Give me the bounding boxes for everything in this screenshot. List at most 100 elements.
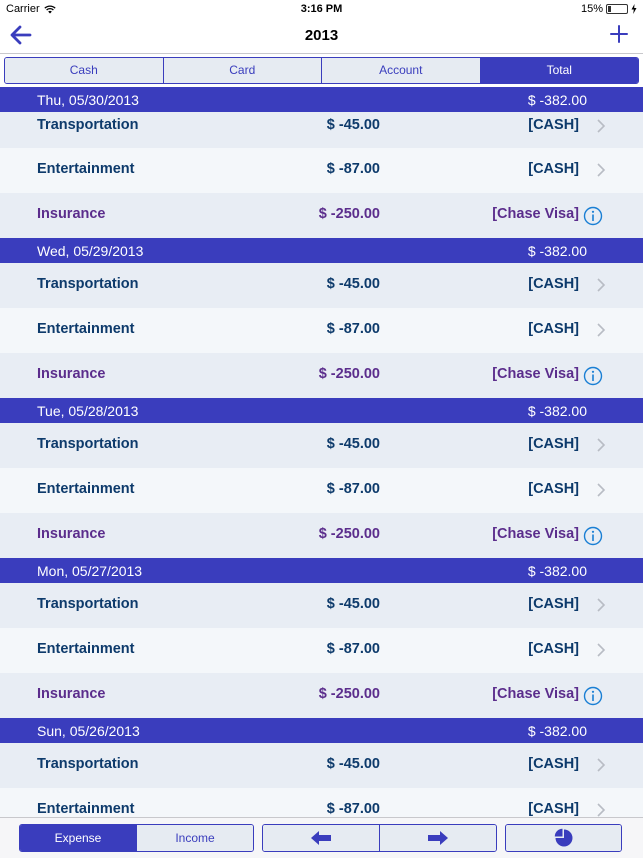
transaction-category: Transportation	[37, 596, 139, 612]
plus-icon[interactable]	[609, 24, 629, 44]
chevron-right-icon	[597, 758, 606, 772]
transaction-row[interactable]: Entertainment $ -87.00 [CASH]	[0, 148, 643, 193]
transaction-row[interactable]: Entertainment $ -87.00 [CASH]	[0, 308, 643, 353]
transaction-category: Insurance	[37, 366, 106, 382]
transaction-account: [CASH]	[528, 276, 579, 292]
chart-button[interactable]	[506, 825, 621, 851]
transaction-account: [CASH]	[528, 596, 579, 612]
type-toggle: Expense Income	[19, 824, 254, 852]
transaction-row[interactable]: Entertainment $ -87.00 [CASH]	[0, 468, 643, 513]
transaction-amount: $ -45.00	[326, 756, 380, 772]
transaction-amount: $ -87.00	[326, 801, 380, 817]
income-button[interactable]: Income	[137, 825, 253, 851]
info-icon[interactable]	[583, 686, 603, 706]
day-header: Wed, 05/29/2013 $ -382.00	[0, 238, 643, 263]
chevron-right-icon	[597, 598, 606, 612]
day-header: Mon, 05/27/2013 $ -382.00	[0, 558, 643, 583]
transaction-account: [Chase Visa]	[492, 686, 579, 702]
info-icon[interactable]	[583, 366, 603, 386]
transaction-account: [CASH]	[528, 481, 579, 497]
day-header: Sun, 05/26/2013 $ -382.00	[0, 718, 643, 743]
carrier-info: Carrier	[6, 3, 56, 15]
transaction-category: Insurance	[37, 526, 106, 542]
transaction-row[interactable]: Entertainment $ -87.00 [CASH]	[0, 628, 643, 673]
chevron-right-icon	[597, 438, 606, 452]
transaction-category: Insurance	[37, 206, 106, 222]
day-total: $ -382.00	[527, 403, 587, 419]
day-total: $ -382.00	[527, 563, 587, 579]
tab-card[interactable]: Card	[163, 58, 322, 83]
filter-tabs: Cash Card Account Total	[4, 57, 639, 84]
transaction-category: Entertainment	[37, 481, 135, 497]
tab-account[interactable]: Account	[322, 58, 481, 83]
transaction-row[interactable]: Transportation $ -45.00 [CASH]	[0, 583, 643, 628]
transaction-category: Entertainment	[37, 161, 135, 177]
day-total: $ -382.00	[527, 92, 587, 108]
chevron-right-icon	[597, 803, 606, 817]
transaction-list[interactable]: Thu, 05/30/2013 $ -382.00 Transportation…	[0, 87, 643, 817]
transaction-category: Entertainment	[37, 321, 135, 337]
day-date: Thu, 05/30/2013	[37, 92, 139, 108]
transaction-row[interactable]: Transportation $ -45.00 [CASH]	[0, 743, 643, 788]
expense-button[interactable]: Expense	[20, 825, 137, 851]
transaction-account: [CASH]	[528, 801, 579, 817]
transaction-row[interactable]: Entertainment $ -87.00 [CASH]	[0, 788, 643, 817]
battery-percent: 15%	[580, 3, 603, 15]
tab-total[interactable]: Total	[480, 58, 638, 83]
day-date: Sun, 05/26/2013	[37, 723, 140, 739]
transaction-account: [CASH]	[528, 756, 579, 772]
transaction-account: [Chase Visa]	[492, 206, 579, 222]
transaction-account: [CASH]	[528, 641, 579, 657]
transaction-amount: $ -250.00	[318, 526, 380, 542]
day-header: Tue, 05/28/2013 $ -382.00	[0, 398, 643, 423]
transaction-amount: $ -45.00	[326, 117, 380, 133]
chevron-right-icon	[597, 323, 606, 337]
navigation-group	[262, 824, 497, 852]
transaction-amount: $ -87.00	[326, 321, 380, 337]
carrier-label: Carrier	[6, 3, 40, 15]
chevron-right-icon	[597, 483, 606, 497]
transaction-amount: $ -45.00	[326, 596, 380, 612]
transaction-category: Transportation	[37, 276, 139, 292]
previous-button[interactable]	[263, 825, 380, 851]
transaction-row[interactable]: Transportation $ -45.00 [CASH]	[0, 423, 643, 468]
transaction-row[interactable]: Insurance $ -250.00 [Chase Visa]	[0, 513, 643, 558]
transaction-amount: $ -87.00	[326, 161, 380, 177]
transaction-category: Entertainment	[37, 641, 135, 657]
transaction-account: [CASH]	[528, 321, 579, 337]
chevron-right-icon	[597, 278, 606, 292]
day-date: Mon, 05/27/2013	[37, 563, 143, 579]
battery-icon	[606, 4, 628, 14]
transaction-row[interactable]: Insurance $ -250.00 [Chase Visa]	[0, 673, 643, 718]
next-button[interactable]	[380, 825, 496, 851]
tab-cash[interactable]: Cash	[5, 58, 164, 83]
transaction-category: Transportation	[37, 117, 139, 133]
transaction-account: [CASH]	[528, 161, 579, 177]
chart-group	[505, 824, 622, 852]
arrow-right-icon	[428, 831, 448, 845]
transaction-row[interactable]: Transportation $ -45.00 [CASH]	[0, 263, 643, 308]
transaction-row[interactable]: Insurance $ -250.00 [Chase Visa]	[0, 193, 643, 238]
status-time: 3:16 PM	[300, 3, 343, 15]
transaction-row[interactable]: Insurance $ -250.00 [Chase Visa]	[0, 353, 643, 398]
status-bar: Carrier 3:16 PM 15%	[0, 0, 643, 18]
arrow-left-icon	[311, 831, 331, 845]
transaction-category: Transportation	[37, 436, 139, 452]
transaction-amount: $ -45.00	[326, 436, 380, 452]
transaction-amount: $ -45.00	[326, 276, 380, 292]
transaction-category: Transportation	[37, 756, 139, 772]
pie-chart-icon	[554, 828, 572, 847]
day-header: Thu, 05/30/2013 $ -382.00	[0, 87, 643, 112]
transaction-amount: $ -87.00	[326, 641, 380, 657]
transaction-row[interactable]: Transportation $ -45.00 [CASH]	[0, 112, 643, 148]
transaction-account: [CASH]	[528, 436, 579, 452]
transaction-amount: $ -250.00	[318, 366, 380, 382]
bottom-toolbar: Expense Income	[0, 817, 643, 858]
transaction-category: Insurance	[37, 686, 106, 702]
info-icon[interactable]	[583, 206, 603, 226]
back-arrow-icon[interactable]	[8, 22, 34, 48]
info-icon[interactable]	[583, 526, 603, 546]
battery-info: 15%	[581, 3, 637, 15]
transaction-amount: $ -250.00	[318, 686, 380, 702]
day-date: Wed, 05/29/2013	[37, 243, 144, 259]
